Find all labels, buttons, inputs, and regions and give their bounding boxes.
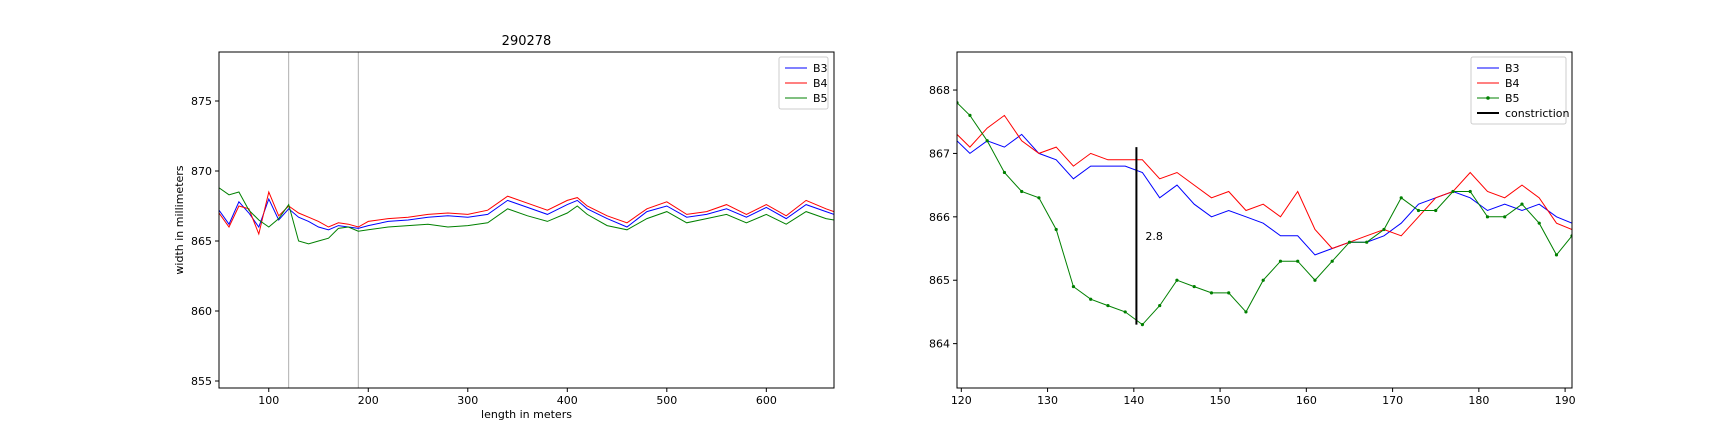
- series-group: [219, 187, 834, 245]
- x-tick-label: 100: [258, 394, 279, 407]
- y-tick-label: 870: [191, 165, 212, 178]
- series-line-b3: [219, 197, 834, 231]
- series-point-b5: [1434, 208, 1438, 213]
- series-point-b5: [968, 113, 972, 117]
- plot-frame: [956, 51, 1573, 389]
- x-tick-label: 400: [557, 394, 578, 407]
- series-line-b3: [957, 133, 1572, 256]
- y-tick-label: 867: [929, 147, 950, 160]
- legend-label-b3: B3: [813, 62, 828, 75]
- series-point-b5: [1365, 240, 1369, 244]
- series-point-b5: [1089, 297, 1093, 301]
- y-tick-label: 864: [929, 338, 950, 351]
- series-point-b5: [1296, 259, 1300, 263]
- series-point-b5: [1002, 170, 1007, 175]
- legend-label-b5: B5: [813, 92, 828, 105]
- series-point-b5: [1537, 221, 1541, 225]
- y-tick-label: 875: [191, 95, 212, 108]
- series-point-b5: [1347, 240, 1352, 244]
- x-tick-label: 130: [1037, 394, 1058, 407]
- legend-label-b3: B3: [1505, 62, 1520, 75]
- x-tick-label: 150: [1210, 394, 1231, 407]
- y-tick-label: 865: [929, 274, 950, 287]
- x-tick-label: 200: [358, 394, 379, 407]
- legend-box: [1470, 56, 1567, 125]
- series-point-b5: [1244, 310, 1248, 314]
- legend-label-b5: B5: [1505, 92, 1520, 105]
- series-point-b5: [1313, 278, 1317, 282]
- right-chart: 2.8 120 130 140 150 160 170 180 190 864 865 866 867…: [929, 51, 1576, 407]
- x-tick-label: 120: [951, 394, 972, 407]
- y-axis-label: width in millimeters: [173, 165, 186, 274]
- series-point-b5: [1227, 291, 1231, 295]
- series-point-b5: [1382, 227, 1386, 232]
- y-tick-label: 865: [191, 235, 212, 248]
- series-point-b5: [1020, 189, 1024, 194]
- legend-label-b4: B4: [1505, 77, 1520, 90]
- series-line-b5: [219, 187, 834, 245]
- x-tick-label: 180: [1468, 394, 1489, 407]
- x-tick-label: 600: [756, 394, 777, 407]
- series-point-b5: [1399, 196, 1403, 200]
- legend-marker-b5: [1486, 96, 1490, 100]
- series-point-b5: [1037, 196, 1041, 200]
- series-point-b5: [1175, 278, 1179, 282]
- x-tick-label: 190: [1555, 394, 1576, 407]
- series-point-b5: [1278, 259, 1283, 263]
- left-chart: 290278 length in meters width in millime…: [173, 34, 835, 421]
- y-tick-label: 855: [191, 375, 212, 388]
- series-point-b5: [1140, 323, 1145, 327]
- series-point-b5: [1554, 253, 1559, 257]
- series-point-b5: [1123, 310, 1127, 314]
- series-point-b5: [1106, 303, 1110, 308]
- series-point-b5: [1071, 284, 1076, 289]
- x-tick-label: 300: [457, 394, 478, 407]
- series-point-b5: [1468, 189, 1472, 194]
- x-tick-label: 160: [1296, 394, 1317, 407]
- series-point-b5: [1520, 202, 1524, 206]
- legend-label-constriction: constriction: [1505, 107, 1570, 120]
- y-tick-label: 860: [191, 305, 212, 318]
- series-point-b5: [1503, 215, 1507, 219]
- series-point-b5: [1054, 227, 1058, 232]
- plot-frame: [218, 51, 835, 389]
- y-tick-label: 866: [929, 211, 950, 224]
- y-tick-label: 868: [929, 84, 950, 97]
- x-tick-label: 140: [1123, 394, 1144, 407]
- series-line-b4: [957, 114, 1572, 250]
- series-point-b5: [1209, 291, 1214, 295]
- series-point-b5: [1416, 208, 1421, 213]
- chart-title: 290278: [502, 34, 552, 49]
- x-axis-label: length in meters: [481, 408, 572, 421]
- series-point-b5: [985, 139, 989, 143]
- series-group: [957, 101, 1572, 327]
- x-tick-label: 500: [656, 394, 677, 407]
- x-tick-label: 170: [1382, 394, 1403, 407]
- series-point-b5: [1330, 259, 1334, 263]
- legend-label-b4: B4: [813, 77, 828, 90]
- series-point-b5: [1485, 215, 1490, 219]
- series-point-b5: [1451, 189, 1455, 194]
- series-point-b5: [1261, 278, 1265, 282]
- constriction-value-label: 2.8: [1145, 230, 1163, 243]
- series-point-b5: [1192, 284, 1196, 289]
- series-point-b5: [1158, 303, 1162, 308]
